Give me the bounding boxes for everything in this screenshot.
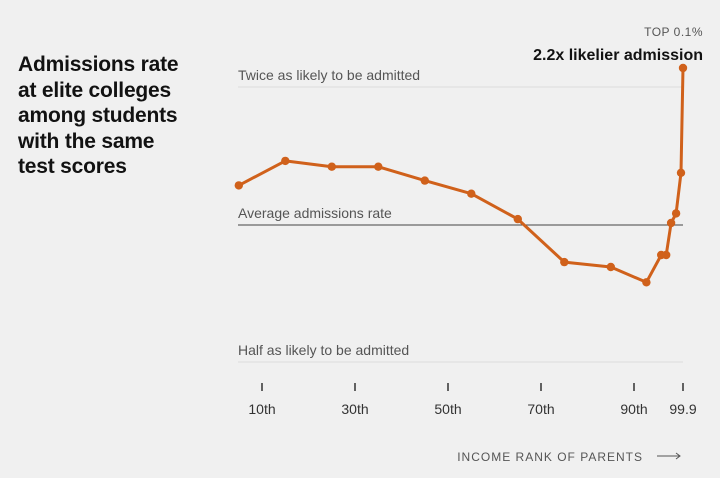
x-axis-ticks: 10th 30th 50th 70th 90th 99.9	[248, 383, 697, 417]
gridlabel-twice: Twice as likely to be admitted	[238, 67, 420, 83]
data-point	[374, 162, 383, 171]
x-tick-label: 99.9	[669, 401, 696, 417]
data-point	[513, 214, 522, 224]
data-point	[662, 250, 671, 260]
x-tick-label: 90th	[620, 401, 647, 417]
x-axis-title: INCOME RANK OF PARENTS	[457, 450, 643, 464]
data-point	[560, 257, 569, 267]
data-point	[281, 156, 290, 166]
gridlabel-average: Average admissions rate	[238, 205, 392, 221]
series-line	[238, 67, 685, 284]
data-point	[642, 278, 651, 287]
x-tick-label: 30th	[341, 401, 368, 417]
series-group	[234, 63, 688, 287]
top-callout-label: 2.2x likelier admission	[533, 47, 703, 64]
data-point	[234, 181, 243, 190]
data-point	[420, 176, 429, 185]
x-tick-label: 70th	[527, 401, 554, 417]
data-point	[678, 63, 688, 73]
data-point	[666, 218, 676, 228]
data-point	[676, 168, 686, 177]
data-point	[671, 209, 681, 218]
chart-title: Admissions rate at elite colleges among …	[18, 53, 179, 179]
data-point	[606, 262, 615, 272]
gridlabel-half: Half as likely to be admitted	[238, 342, 409, 358]
data-point	[467, 189, 476, 198]
top-percent-label: TOP 0.1%	[644, 25, 703, 39]
x-tick-label: 50th	[434, 401, 461, 417]
x-tick-label: 10th	[248, 401, 275, 417]
data-point	[327, 162, 336, 171]
arrow-right-icon	[657, 452, 681, 460]
